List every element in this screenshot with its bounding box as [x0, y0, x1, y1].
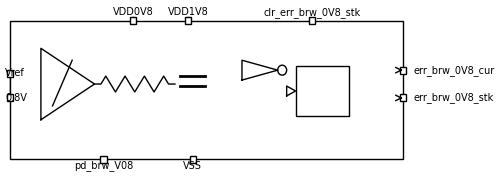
- Text: err_brw_0V8_cur: err_brw_0V8_cur: [414, 65, 495, 76]
- Text: 0.8V: 0.8V: [5, 93, 27, 103]
- Text: VDD0V8: VDD0V8: [112, 7, 154, 17]
- Text: pd_brw_V08: pd_brw_V08: [74, 160, 133, 171]
- Bar: [296, 66, 349, 116]
- Text: Vref: Vref: [5, 68, 25, 78]
- Text: VSS: VSS: [184, 161, 203, 171]
- Bar: [130, 17, 136, 24]
- Bar: [190, 156, 196, 163]
- Bar: [6, 70, 13, 77]
- Text: err_brw_0V8_stk: err_brw_0V8_stk: [414, 93, 494, 103]
- Bar: [400, 95, 406, 101]
- Bar: [100, 156, 106, 163]
- Bar: [10, 20, 403, 159]
- Bar: [6, 95, 13, 101]
- Bar: [185, 17, 192, 24]
- Text: clr_err_brw_0V8_stk: clr_err_brw_0V8_stk: [263, 7, 360, 18]
- Text: VDD1V8: VDD1V8: [168, 7, 208, 17]
- Bar: [400, 67, 406, 74]
- Bar: [308, 17, 315, 24]
